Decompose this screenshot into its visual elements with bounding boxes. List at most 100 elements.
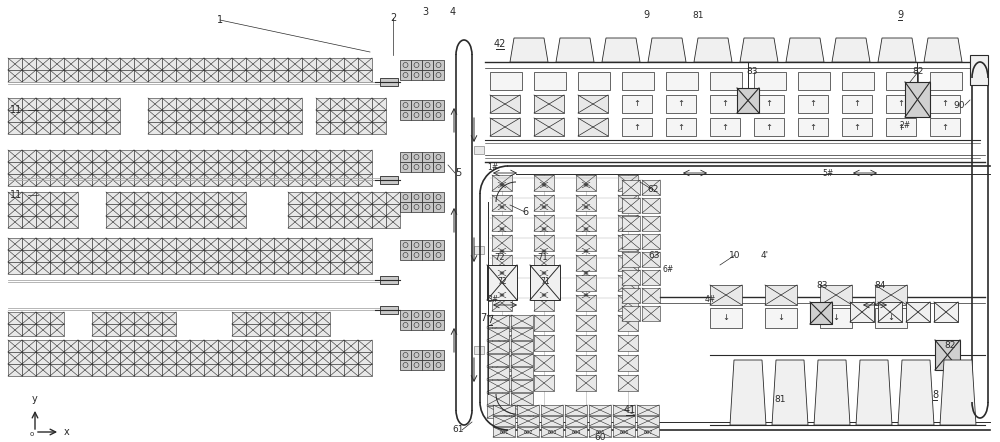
Bar bbox=[710, 118, 740, 136]
Bar bbox=[274, 250, 288, 262]
Bar bbox=[22, 162, 36, 174]
Bar bbox=[134, 352, 148, 364]
Bar bbox=[162, 162, 176, 174]
Bar bbox=[134, 340, 148, 352]
Bar bbox=[511, 393, 533, 405]
Bar bbox=[344, 150, 358, 162]
Polygon shape bbox=[878, 38, 916, 62]
Bar bbox=[637, 405, 659, 415]
Bar bbox=[50, 312, 64, 324]
Bar bbox=[260, 174, 274, 186]
Bar bbox=[92, 364, 106, 376]
Bar bbox=[190, 216, 204, 228]
Bar bbox=[433, 310, 444, 320]
Bar bbox=[274, 364, 288, 376]
Bar bbox=[330, 340, 344, 352]
Text: 3: 3 bbox=[422, 7, 428, 17]
Bar bbox=[134, 58, 148, 70]
Bar bbox=[120, 340, 134, 352]
Bar bbox=[474, 146, 484, 154]
Bar bbox=[798, 72, 830, 90]
Bar bbox=[490, 95, 520, 113]
Bar bbox=[330, 174, 344, 186]
Bar bbox=[400, 310, 411, 320]
Bar bbox=[358, 110, 372, 122]
Bar bbox=[492, 295, 512, 311]
Bar bbox=[204, 250, 218, 262]
Bar bbox=[50, 58, 64, 70]
Bar bbox=[330, 98, 344, 110]
Bar bbox=[134, 216, 148, 228]
Bar bbox=[232, 352, 246, 364]
Bar bbox=[400, 202, 411, 212]
Bar bbox=[344, 352, 358, 364]
Text: 7: 7 bbox=[480, 313, 486, 323]
Text: ↑: ↑ bbox=[766, 122, 772, 132]
Text: 90: 90 bbox=[954, 100, 965, 110]
Bar bbox=[92, 352, 106, 364]
Bar bbox=[622, 118, 652, 136]
Polygon shape bbox=[898, 360, 934, 425]
Text: 11: 11 bbox=[10, 190, 22, 200]
Polygon shape bbox=[730, 360, 766, 425]
Bar bbox=[204, 192, 218, 204]
Bar bbox=[344, 216, 358, 228]
Bar bbox=[162, 238, 176, 250]
Bar bbox=[64, 162, 78, 174]
Bar bbox=[358, 250, 372, 262]
Bar bbox=[162, 216, 176, 228]
Text: 4': 4' bbox=[761, 251, 769, 259]
Bar bbox=[148, 162, 162, 174]
Bar bbox=[517, 405, 539, 415]
Bar bbox=[493, 416, 515, 426]
Bar bbox=[358, 364, 372, 376]
Bar bbox=[176, 238, 190, 250]
Bar bbox=[50, 122, 64, 134]
Bar bbox=[22, 312, 36, 324]
Bar bbox=[64, 70, 78, 82]
Bar bbox=[618, 375, 638, 391]
Bar bbox=[302, 312, 316, 324]
Bar bbox=[754, 95, 784, 113]
Bar bbox=[622, 288, 640, 303]
Bar bbox=[8, 110, 22, 122]
Bar bbox=[260, 70, 274, 82]
Bar bbox=[386, 204, 400, 216]
Bar bbox=[246, 250, 260, 262]
Bar bbox=[22, 250, 36, 262]
Bar bbox=[344, 58, 358, 70]
Bar bbox=[148, 110, 162, 122]
Bar bbox=[344, 162, 358, 174]
Text: ↑: ↑ bbox=[854, 99, 860, 108]
Bar bbox=[92, 122, 106, 134]
Bar bbox=[246, 58, 260, 70]
Text: 607: 607 bbox=[643, 430, 653, 434]
Bar bbox=[218, 122, 232, 134]
Bar bbox=[666, 118, 696, 136]
Bar bbox=[78, 174, 92, 186]
Bar bbox=[637, 427, 659, 437]
Text: 604: 604 bbox=[571, 430, 581, 434]
Bar bbox=[176, 70, 190, 82]
Bar bbox=[316, 58, 330, 70]
Bar bbox=[433, 162, 444, 172]
Bar bbox=[50, 98, 64, 110]
Bar bbox=[358, 340, 372, 352]
Text: ↑: ↑ bbox=[942, 122, 948, 132]
Polygon shape bbox=[940, 360, 976, 425]
Bar bbox=[576, 375, 596, 391]
Bar bbox=[492, 315, 512, 331]
Bar bbox=[218, 192, 232, 204]
Bar bbox=[344, 250, 358, 262]
Bar bbox=[642, 252, 660, 267]
Bar bbox=[232, 98, 246, 110]
Bar bbox=[176, 98, 190, 110]
Bar bbox=[106, 324, 120, 336]
Bar bbox=[618, 335, 638, 351]
Bar bbox=[134, 324, 148, 336]
Bar bbox=[106, 250, 120, 262]
Bar bbox=[400, 152, 411, 162]
Bar bbox=[148, 192, 162, 204]
Bar bbox=[372, 98, 386, 110]
Bar bbox=[358, 216, 372, 228]
